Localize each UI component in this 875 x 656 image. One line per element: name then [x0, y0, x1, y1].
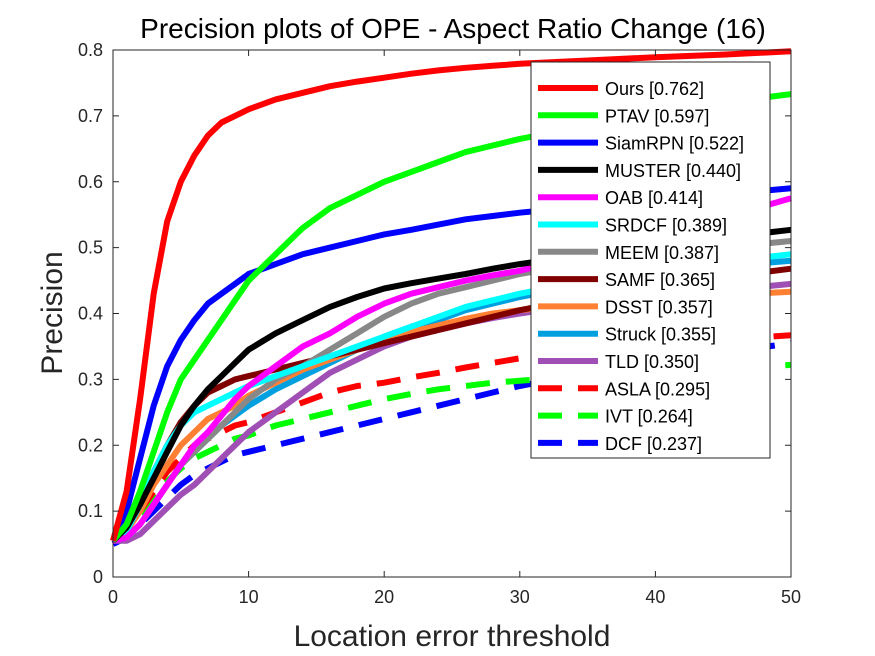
legend-label-1: PTAV [0.597] [605, 106, 709, 126]
series-line-11 [111, 332, 792, 544]
legend-label-12: IVT [0.264] [605, 407, 693, 427]
series-line-13 [111, 340, 792, 547]
series-line-10 [113, 280, 792, 544]
y-axis-label: Precision [36, 251, 69, 374]
series-line-1 [110, 91, 792, 543]
legend-label-5: SRDCF [0.389] [605, 216, 727, 236]
legend-label-8: DSST [0.357] [605, 297, 713, 317]
y-tick-label: 0.8 [78, 40, 103, 60]
x-tick-label: 0 [108, 587, 118, 607]
x-axis-label: Location error threshold [294, 620, 611, 653]
x-tick-label: 50 [781, 587, 801, 607]
y-tick-label: 0.6 [78, 172, 103, 192]
y-tick-label: 0.2 [78, 435, 103, 455]
x-tick-label: 30 [510, 587, 530, 607]
y-tick-label: 0.4 [78, 304, 103, 324]
series-line-0 [110, 48, 792, 542]
legend-label-10: TLD [0.350] [605, 352, 699, 372]
chart-title: Precision plots of OPE - Aspect Ratio Ch… [140, 13, 766, 44]
y-tick-label: 0 [93, 567, 103, 587]
y-tick-label: 0.3 [78, 369, 103, 389]
legend-label-13: DCF [0.237] [605, 434, 702, 454]
y-tick-label: 0.7 [78, 106, 103, 126]
legend-label-9: Struck [0.355] [605, 325, 716, 345]
series-line-4 [112, 195, 792, 544]
legend: Ours [0.762] PTAV [0.597] SiamRPN [0.522] M… [530, 61, 771, 459]
x-tick-label: 20 [374, 587, 394, 607]
legend-label-3: MUSTER [0.440] [605, 161, 741, 181]
y-tick-label: 0.1 [78, 501, 103, 521]
series-line-2 [110, 185, 792, 543]
tick-layer: 0 10 20 30 40 50 0 0.1 0.2 0.3 0.4 0.5 0.6 0.7 0.8 [78, 40, 801, 607]
legend-label-6: MEEM [0.387] [605, 243, 719, 263]
legend-box [530, 61, 771, 459]
legend-label-11: ASLA [0.295] [605, 379, 710, 399]
x-tick-label: 10 [239, 587, 259, 607]
legend-label-7: SAMF [0.365] [605, 270, 715, 290]
legend-label-2: SiamRPN [0.522] [605, 134, 744, 154]
y-tick-label: 0.5 [78, 238, 103, 258]
x-tick-label: 40 [645, 587, 665, 607]
series-layer [110, 48, 792, 547]
legend-label-0: Ours [0.762] [605, 79, 704, 99]
series-line-3 [110, 226, 792, 543]
legend-label-4: OAB [0.414] [605, 188, 703, 208]
